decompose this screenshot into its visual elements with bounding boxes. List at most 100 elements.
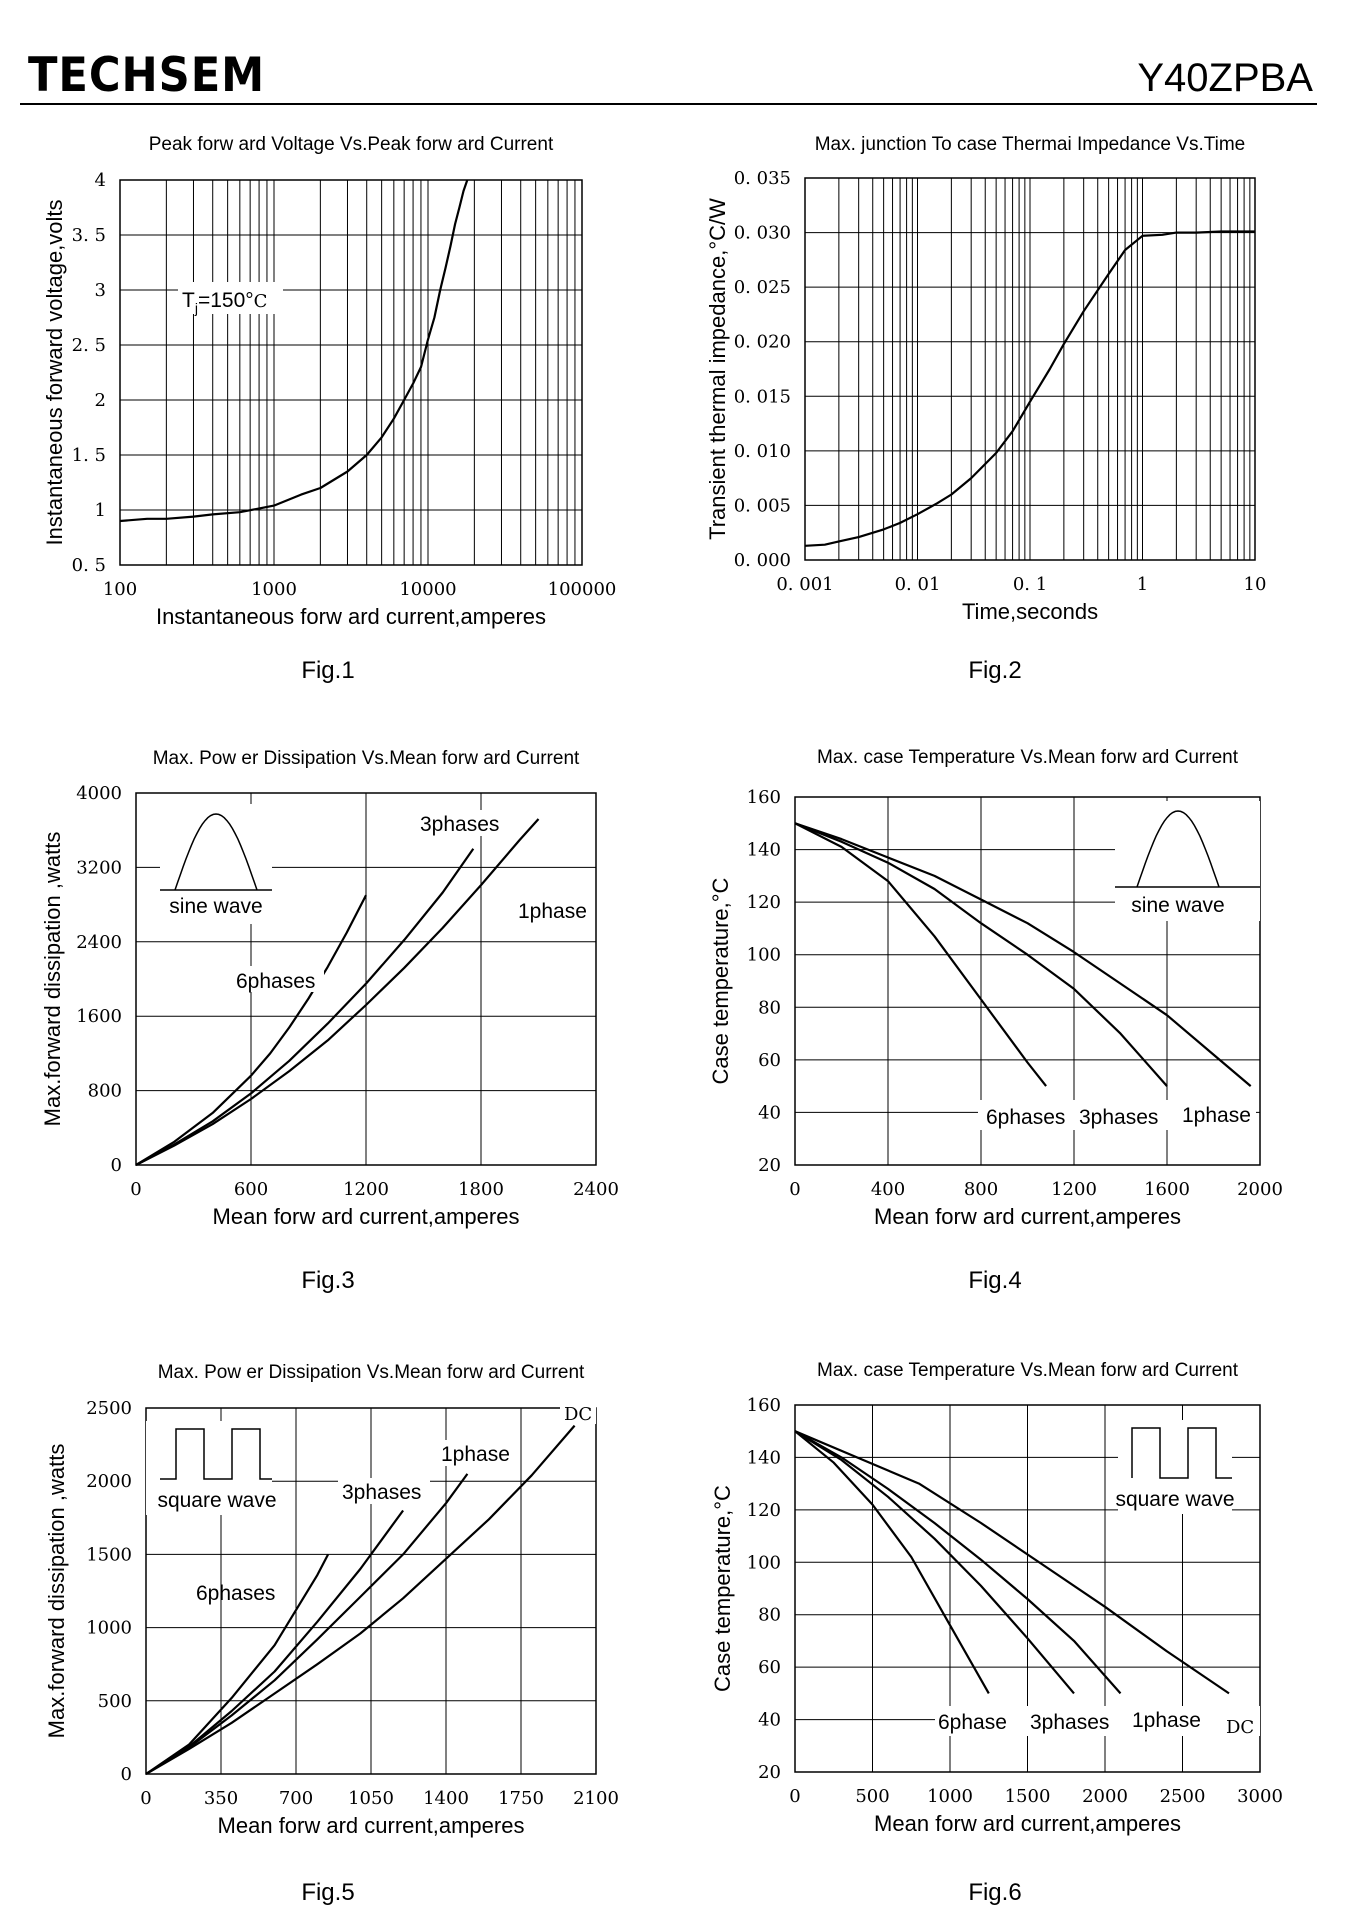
fig1-annotation-sub: j [194,300,198,316]
fig5-ytick-label: 500 [98,1691,132,1712]
fig5-series-label-3phases: 3phases [342,1481,421,1504]
fig6-xtick-label: 500 [855,1786,889,1807]
fig5-xtick-label: 2100 [573,1788,619,1809]
fig2-grid [804,177,1256,561]
fig6-series-label-3phases: 3phases [1030,1711,1109,1734]
fig1-grid [119,179,583,566]
fig2-title: Max. junction To case Thermai Impedance … [815,134,1246,155]
fig4-ytick-label: 60 [758,1050,781,1071]
fig6-ytick-label: 120 [747,1500,781,1521]
fig1-ytick-label: 2 [95,390,106,411]
fig6-series-line-6phase [794,1430,990,1694]
fig6-ytick-label: 140 [747,1447,781,1468]
fig4-ytick-label: 40 [758,1102,781,1123]
fig6-series-line-1phase [794,1430,1122,1695]
fig3-xtick-label: 0 [130,1179,141,1200]
fig6-square-wave-icon [1131,1427,1232,1479]
fig6-label-bg [1118,1420,1232,1514]
fig3-chart: 0 600 1200 1800 2400 0 800 1600 2400 3200 4000 Max.… [40,748,619,1294]
fig6-xtick-label: 1000 [927,1786,973,1807]
fig5-xaxis-label: Mean forw ard current,amperes [218,1813,525,1838]
fig1-series-line [119,179,469,523]
fig3-inset-label: sine wave [169,895,262,918]
fig3-plot-frame [135,792,597,1166]
fig5-label-bg [146,1421,272,1515]
fig4-xaxis-label: Mean forw ard current,amperes [874,1204,1181,1229]
fig4-xtick-label: 1600 [1144,1179,1190,1200]
fig3-series-label-3phases: 3phases [420,813,499,836]
fig2-ytick-label: 0. 015 [734,386,791,407]
fig1-annotation-main: T [182,289,195,312]
fig6-ytick-label: 20 [758,1762,781,1783]
fig4-series-label-6phases: 6phases [986,1106,1065,1129]
fig6-series-label-1phase: 1phase [1132,1709,1201,1732]
fig3-xtick-label: 2400 [573,1179,619,1200]
header-rule [20,103,1317,105]
fig1-annotation-tail: =150° [198,289,254,312]
fig2-ytick-label: 0. 030 [734,223,791,244]
fig2-yaxis-label: Transient thermal impedance,°C/W [705,198,730,540]
fig1-annotation-tj: Tj=150°C [182,289,267,316]
fig3-series-line-3phases [135,848,475,1166]
fig1-annotation-unit: C [254,291,268,312]
fig4-fig-label: Fig.4 [968,1267,1021,1294]
fig1-ytick-label: 1. 5 [72,445,106,466]
fig1-ytick-label: 2. 5 [72,335,106,356]
fig3-series-label-1phase: 1phase [518,900,587,923]
fig6-series-label-6phase: 6phase [938,1711,1007,1734]
fig6-series-line-3phases [794,1430,1075,1695]
fig2-ytick-label: 0. 010 [734,441,791,462]
fig1-xtick-label: 100000 [548,579,617,600]
fig2-ytick-label: 0. 005 [734,495,791,516]
fig5-label-bg [438,1440,520,1466]
fig6-series-line-dc [794,1430,1230,1695]
fig5-plot-frame [145,1407,597,1775]
fig6-title: Max. case Temperature Vs.Mean forw ard C… [817,1360,1239,1381]
part-number: Y40ZPBA [1137,56,1313,100]
fig2-xaxis-label: Time,seconds [962,599,1098,624]
fig1-xtick-label: 10000 [399,579,456,600]
fig4-xtick-label: 2000 [1237,1179,1283,1200]
fig1-ytick-label: 1 [95,500,106,521]
fig6-ytick-label: 60 [758,1657,781,1678]
fig6-xaxis-label: Mean forw ard current,amperes [874,1811,1181,1836]
fig4-title: Max. case Temperature Vs.Mean forw ard C… [817,747,1239,768]
fig4-ytick-label: 80 [758,997,781,1018]
fig1-chart: 100 1000 10000 100000 0. 5 1 1. 5 2 2. 5 3 3. 5 4 Pe… [42,134,616,684]
fig4-series-line-6phases [794,822,1047,1087]
fig3-series-label-6phases: 6phases [236,970,315,993]
fig5-label-bg [560,1400,596,1424]
fig3-title: Max. Pow er Dissipation Vs.Mean forw ard… [153,748,580,769]
fig3-ytick-label: 800 [88,1081,122,1102]
fig4-ytick-label: 20 [758,1155,781,1176]
fig4-ytick-label: 120 [747,892,781,913]
fig5-title: Max. Pow er Dissipation Vs.Mean forw ard… [158,1362,585,1383]
fig3-sine-wave-icon [174,813,258,891]
fig2-plot-frame [804,177,1256,561]
fig1-xaxis-label: Instantaneous forw ard current,amperes [156,604,546,629]
fig5-fig-label: Fig.5 [301,1879,354,1906]
fig2-ytick-label: 0. 020 [734,332,791,353]
fig5-inset-label: square wave [157,1489,276,1512]
fig2-xtick-label: 0. 01 [895,574,941,595]
fig1-title: Peak forw ard Voltage Vs.Peak forw ard C… [149,134,554,155]
fig3-fig-label: Fig.3 [301,1267,354,1294]
fig3-xtick-label: 1800 [458,1179,504,1200]
fig6-xtick-label: 3000 [1237,1786,1283,1807]
fig2-ytick-label: 0. 000 [734,550,791,571]
fig3-series-line-1phase [135,818,540,1166]
fig4-series-label-1phase: 1phase [1182,1104,1251,1127]
fig4-sine-wave-icon [1136,810,1220,888]
fig5-ytick-label: 0 [121,1764,132,1785]
fig5-xtick-label: 0 [140,1788,151,1809]
fig1-ytick-label: 3. 5 [72,225,106,246]
fig5-series-line-dc [145,1424,576,1775]
fig3-ytick-label: 4000 [76,783,122,804]
fig5-xtick-label: 350 [204,1788,238,1809]
fig5-xtick-label: 1050 [348,1788,394,1809]
fig1-fig-label: Fig.1 [301,657,354,684]
fig3-ytick-label: 2400 [76,932,122,953]
fig1-xtick-label: 1000 [251,579,297,600]
fig5-series-line-1phase [145,1473,469,1775]
